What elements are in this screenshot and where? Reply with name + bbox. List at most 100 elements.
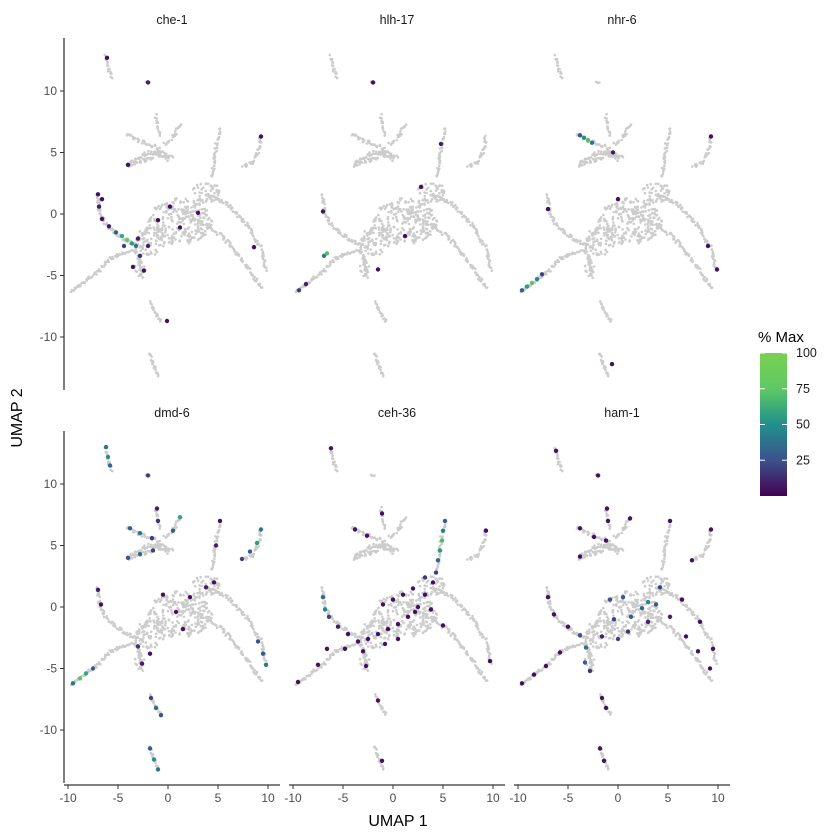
background-point [414,630,418,634]
background-point [605,222,609,226]
background-point [374,243,377,247]
background-point [199,620,202,623]
background-point [171,241,174,245]
background-point [654,199,658,203]
data-point [438,141,444,147]
background-point [605,250,609,254]
background-point [201,613,204,616]
background-point [189,221,192,224]
background-point [650,235,654,238]
background-point [213,577,216,580]
background-point [478,549,482,552]
background-point [589,156,593,159]
background-point [608,207,612,211]
facet-panel-nhr-6: nhr-6 [519,13,720,378]
background-point [600,252,603,255]
background-point [367,265,371,268]
background-point [603,252,607,256]
background-point [385,226,389,230]
background-point [215,626,219,630]
background-point [414,221,417,224]
background-point [215,233,219,237]
background-point [375,696,379,699]
background-point [260,637,263,640]
background-point [386,621,389,625]
background-point [142,252,145,255]
background-point [147,253,151,256]
background-point [215,583,219,587]
background-point [397,201,400,205]
background-point [370,143,374,146]
background-point [422,230,426,233]
background-point [632,230,635,234]
background-point [435,166,439,170]
background-point [200,235,204,238]
background-point [174,238,177,241]
background-point [196,225,200,228]
data-point [147,651,153,656]
data-point [104,55,110,60]
background-point [431,192,435,196]
background-point [143,546,147,550]
data-point [151,757,157,762]
background-point [102,610,106,613]
data-point [177,515,183,520]
background-point [255,632,259,636]
background-point [110,621,113,625]
background-point [220,592,224,595]
data-point [113,230,119,235]
background-point [120,645,124,649]
background-point [373,474,376,477]
background-point [194,223,197,226]
background-point [118,645,121,649]
background-point [194,232,198,236]
background-point [461,608,464,612]
background-point [389,536,393,539]
background-point [399,198,402,202]
background-point [330,222,334,225]
background-point [382,710,386,713]
background-point [367,243,370,247]
background-point [235,604,239,607]
background-point [430,213,434,217]
background-point [612,141,615,145]
background-point [210,220,214,223]
background-point [456,210,460,213]
background-point [637,215,641,219]
background-point [411,593,415,596]
background-point [231,210,235,213]
background-point [123,644,127,648]
background-point [381,236,384,239]
background-point [556,224,559,227]
data-point [124,237,130,242]
background-point [153,545,157,549]
background-point [648,203,651,207]
background-point [336,469,339,473]
background-point [366,276,370,279]
background-point [147,220,150,223]
background-point [164,229,167,232]
background-point [213,192,216,195]
background-point [372,220,375,223]
background-point [424,616,428,619]
background-point [431,611,435,614]
background-point [596,81,599,84]
background-point [593,151,596,154]
background-point [660,175,664,178]
background-point [189,237,193,241]
background-point [231,206,234,210]
background-point [366,157,370,161]
background-point [471,614,474,618]
background-point [153,144,157,148]
background-point [340,234,344,237]
background-point [443,130,447,133]
background-point [614,231,617,234]
background-point [239,608,243,612]
background-point [248,660,252,663]
background-point [335,228,338,232]
background-point [161,228,164,232]
background-point [198,606,202,609]
background-point [384,243,387,247]
background-point [166,626,169,630]
background-point [222,237,226,240]
